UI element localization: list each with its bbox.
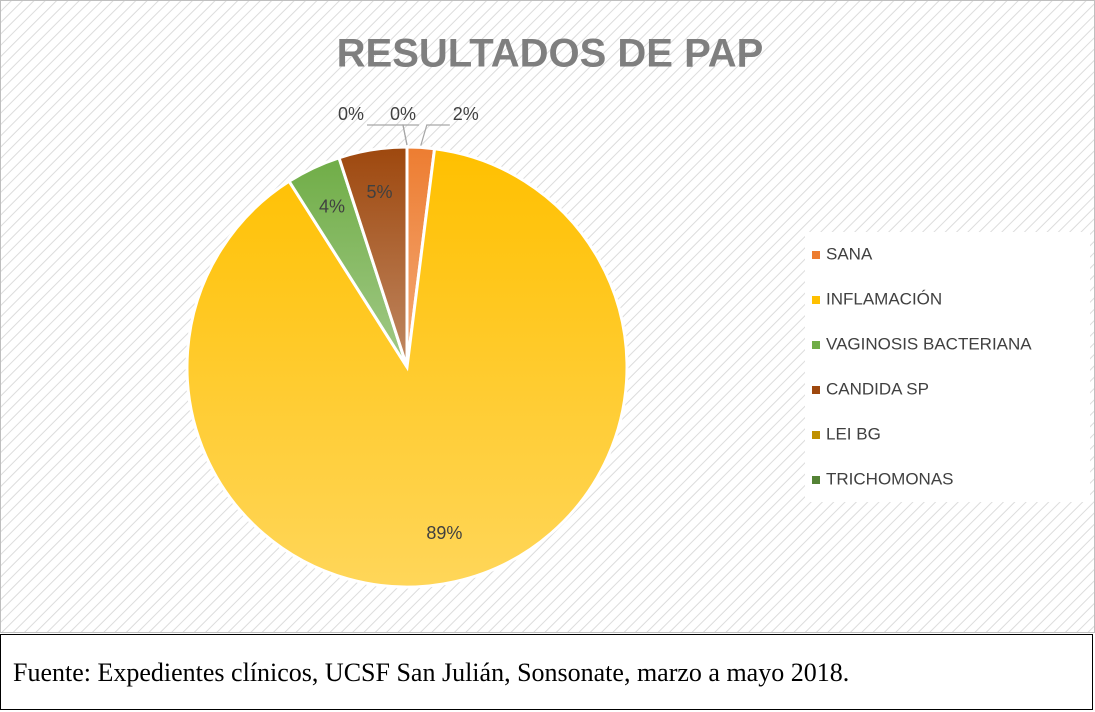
legend-swatch xyxy=(812,341,820,349)
chart: RESULTADOS DE PAP 2% 89% 4% 5% 0% 0% SANA INFLA… xyxy=(0,0,1095,633)
legend-swatch xyxy=(812,251,820,259)
legend-label: SANA xyxy=(826,244,873,263)
legend-swatch xyxy=(812,431,820,439)
leader-line xyxy=(402,124,419,146)
leader-line xyxy=(420,124,450,146)
legend-swatch xyxy=(812,296,820,304)
legend-swatch xyxy=(812,476,820,484)
legend-label: CANDIDA SP xyxy=(826,379,929,398)
legend-label: LEI BG xyxy=(826,424,881,443)
data-label: 89% xyxy=(426,523,462,543)
legend-swatch xyxy=(812,386,820,394)
legend-label: INFLAMACIÓN xyxy=(826,289,942,308)
pie-slice xyxy=(185,147,629,589)
caption: Fuente: Expedientes clínicos, UCSF San J… xyxy=(0,634,1093,710)
legend-box xyxy=(805,232,1090,502)
data-label: 0% xyxy=(390,104,416,124)
chart-title: RESULTADOS DE PAP xyxy=(337,32,764,76)
data-label: 4% xyxy=(319,197,345,217)
legend-label: VAGINOSIS BACTERIANA xyxy=(826,334,1032,353)
legend-label: TRICHOMONAS xyxy=(826,469,954,488)
data-label: 5% xyxy=(366,182,392,202)
data-label: 0% xyxy=(338,104,364,124)
data-label: 2% xyxy=(453,104,479,124)
